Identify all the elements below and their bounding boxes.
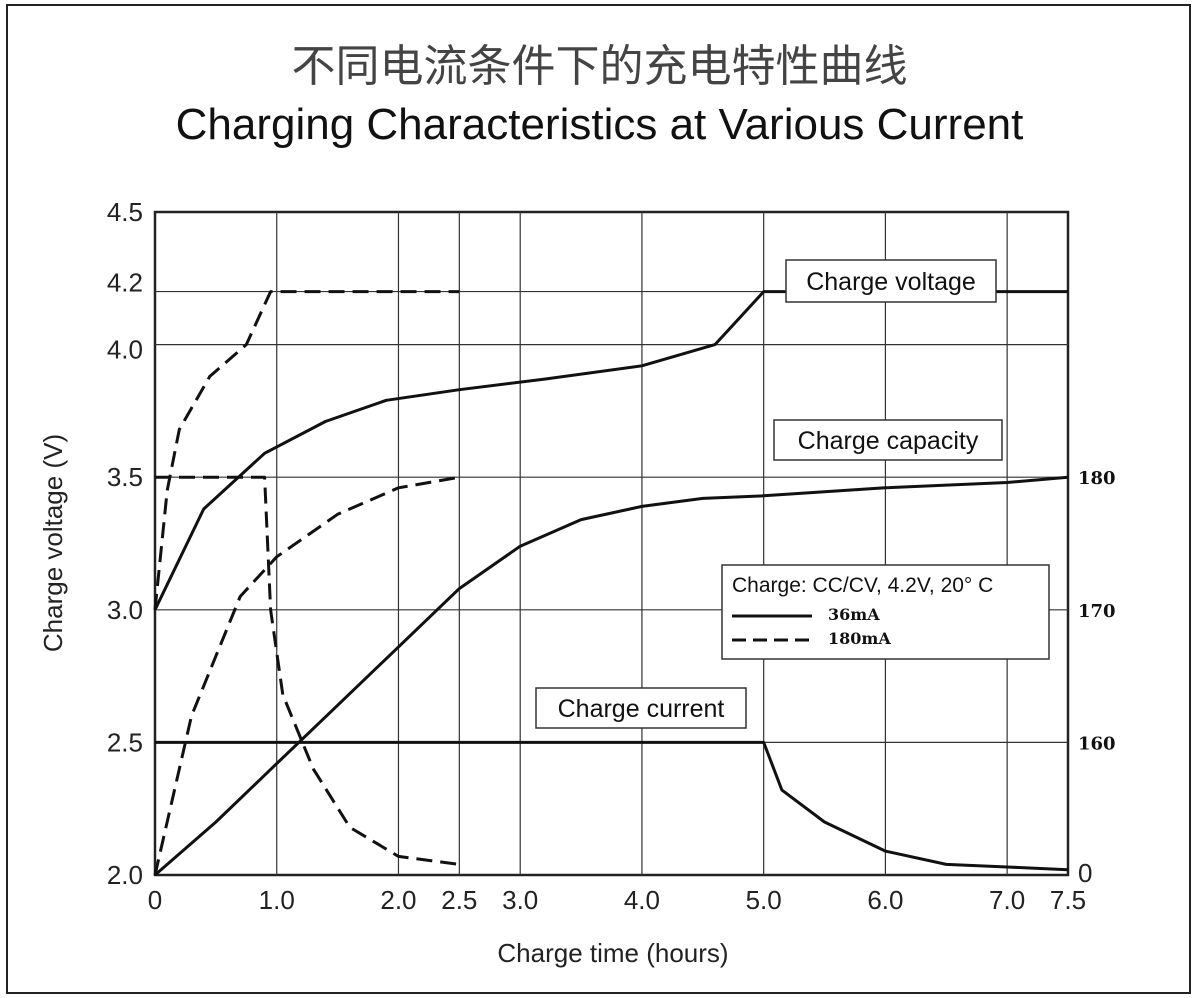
legend-entry-180ma: 180mA bbox=[828, 629, 891, 648]
y-tick-label: 4.0 bbox=[107, 335, 143, 365]
x-tick-label: 1.0 bbox=[259, 885, 295, 915]
y-tick-label: 2.0 bbox=[107, 860, 143, 890]
chart-frame bbox=[6, 4, 1191, 994]
right-tick-labels: 0 160 170 180 bbox=[1078, 468, 1116, 888]
series-line-36ma-charge-voltage bbox=[153, 290, 1068, 611]
chart-title: 不同电流条件下的充电特性曲线 bbox=[291, 41, 908, 92]
annotation-current: Charge current bbox=[558, 695, 725, 723]
chart-subtitle: Charging Characteristics at Various Curr… bbox=[175, 100, 1024, 149]
right-tick-label: 0 bbox=[1078, 858, 1092, 888]
series-line-36ma-charge-current bbox=[155, 740, 1069, 872]
x-tick-label: 7.0 bbox=[989, 885, 1025, 915]
x-tick-labels: 0 1.0 2.0 2.5 3.0 4.0 5.0 6.0 7.0 7.5 bbox=[148, 885, 1086, 915]
legend-title: Charge: CC/CV, 4.2V, 20° C bbox=[732, 574, 993, 597]
y-tick-labels: 2.0 2.5 3.0 3.5 4.0 4.2 4.5 bbox=[107, 197, 143, 890]
series-line-180ma-charge-current bbox=[155, 475, 460, 866]
annotation-voltage-box bbox=[785, 259, 997, 303]
annotation-current-box bbox=[535, 687, 747, 729]
legend-box bbox=[721, 564, 1050, 660]
x-axis-label: Charge time (hours) bbox=[497, 938, 728, 968]
y-tick-label: 2.5 bbox=[107, 727, 143, 757]
y-tick-label: 3.5 bbox=[107, 462, 143, 492]
y-tick-label: 4.5 bbox=[107, 197, 143, 227]
legend-entry-36ma: 36mA bbox=[828, 605, 880, 624]
y-tick-label: 4.2 bbox=[107, 268, 143, 298]
legend: Charge: CC/CV, 4.2V, 20° C 36mA 180mA bbox=[721, 564, 1050, 660]
annotation-capacity: Charge capacity bbox=[798, 427, 979, 455]
plot-area-border bbox=[153, 210, 1070, 877]
annotation-capacity-box bbox=[773, 419, 1003, 461]
right-tick-label: 180 bbox=[1078, 468, 1116, 489]
right-tick-label: 160 bbox=[1078, 733, 1116, 754]
annotation-voltage: Charge voltage bbox=[806, 268, 976, 296]
right-tick-label: 170 bbox=[1078, 601, 1116, 622]
series-line-180ma-charge-capacity bbox=[153, 475, 460, 876]
x-tick-label: 4.0 bbox=[624, 885, 660, 915]
x-tick-label: 2.0 bbox=[380, 885, 416, 915]
y-axis-label: Charge voltage (V) bbox=[38, 434, 68, 652]
grid-lines bbox=[155, 212, 1068, 875]
x-tick-label: 7.5 bbox=[1050, 885, 1086, 915]
x-tick-label: 6.0 bbox=[867, 885, 903, 915]
x-tick-label: 2.5 bbox=[441, 885, 477, 915]
x-tick-label: 5.0 bbox=[746, 885, 782, 915]
y-tick-label: 3.0 bbox=[107, 595, 143, 625]
x-tick-label: 3.0 bbox=[502, 885, 538, 915]
x-tick-label: 0 bbox=[148, 885, 162, 915]
series-line-180ma-charge-voltage bbox=[153, 290, 460, 610]
series-line-36ma-charge-capacity bbox=[154, 475, 1069, 877]
series-lines bbox=[153, 290, 1069, 877]
